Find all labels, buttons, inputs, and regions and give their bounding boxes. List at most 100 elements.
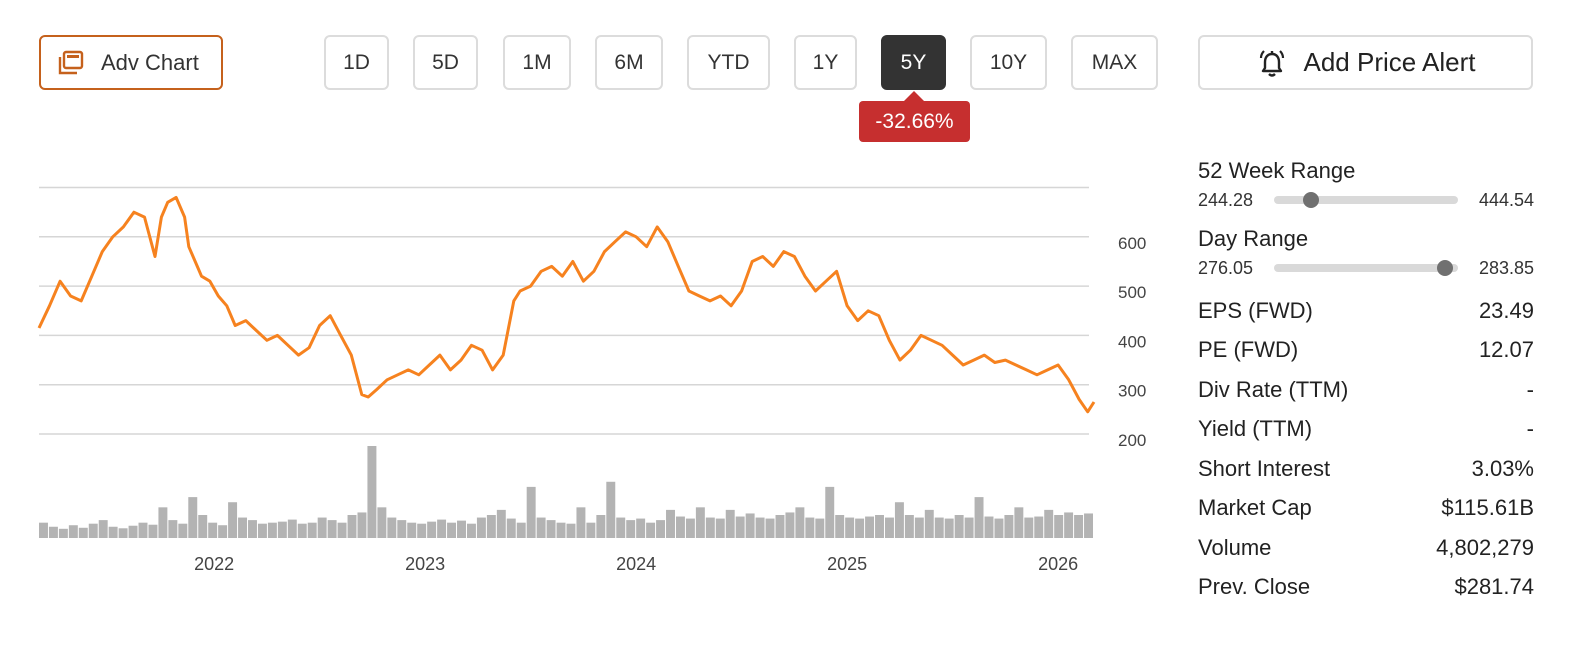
change-badge-pointer [903, 91, 925, 102]
stat-value: 3.03% [1471, 455, 1534, 481]
volume-bar [148, 524, 158, 538]
volume-bar [526, 486, 536, 538]
volume-bar [566, 523, 576, 538]
volume-bar [646, 522, 656, 538]
y-tick-label: 500 [1118, 283, 1146, 302]
volume-bar [904, 515, 914, 538]
range-button-1m[interactable]: 1M [503, 35, 571, 90]
range-button-max[interactable]: MAX [1071, 35, 1158, 90]
adv-chart-label: Adv Chart [101, 49, 199, 75]
volume-bar [437, 519, 447, 538]
volume-bar [407, 522, 417, 538]
chart-grid [39, 186, 1089, 435]
stat-row-yield: Yield (TTM) - [1198, 410, 1534, 450]
y-tick-label: 600 [1118, 234, 1146, 253]
volume-bar [377, 507, 387, 538]
volume-bar [248, 520, 257, 538]
volume-bar [466, 523, 476, 538]
volume-bar [476, 517, 486, 538]
volume-bar [168, 520, 178, 538]
week52-range-marker [1302, 192, 1319, 208]
stat-value: - [1526, 376, 1534, 402]
bell-icon [1259, 49, 1284, 77]
volume-bar [1044, 509, 1054, 538]
volume-bar [815, 518, 825, 538]
stats-panel: 52 Week Range 244.28 444.54 Day Range 27… [1198, 155, 1534, 607]
volume-bar [924, 509, 934, 538]
range-button-1y[interactable]: 1Y [794, 35, 857, 90]
range-button-5d[interactable]: 5D [413, 35, 478, 90]
y-tick-label: 200 [1118, 431, 1146, 450]
range-button-5y[interactable]: 5Y [881, 35, 946, 90]
volume-bar [327, 520, 337, 538]
volume-bar [118, 528, 128, 538]
volume-bar [666, 509, 675, 538]
week52-range-title: 52 Week Range [1198, 158, 1356, 183]
volume-bar [875, 515, 884, 538]
volume-bar [765, 518, 775, 538]
volume-bar [1084, 513, 1093, 538]
volume-bar [805, 517, 815, 538]
volume-bar [745, 513, 755, 538]
day-range: Day Range 276.05 283.85 [1198, 223, 1534, 281]
volume-bar [855, 518, 865, 538]
y-tick-label: 400 [1118, 332, 1146, 351]
volume-bar [257, 523, 267, 538]
volume-bar [48, 526, 58, 538]
price-line [37, 195, 1096, 414]
stat-label: EPS (FWD) [1198, 297, 1313, 323]
stat-value: 23.49 [1478, 297, 1534, 323]
volume-bar [685, 518, 695, 538]
range-button-ytd[interactable]: YTD [687, 35, 770, 90]
range-button-10y[interactable]: 10Y [970, 35, 1047, 90]
stat-label: PE (FWD) [1198, 337, 1299, 363]
volume-bar [715, 518, 725, 538]
volume-bar [586, 522, 596, 538]
day-range-title: Day Range [1198, 226, 1309, 251]
volume-bars [39, 446, 1093, 538]
volume-bar [994, 518, 1004, 538]
volume-bar [397, 520, 407, 538]
x-tick-label: 2022 [194, 554, 234, 574]
volume-bar [1074, 515, 1084, 538]
volume-bar [626, 520, 636, 538]
add-price-alert-button[interactable]: Add Price Alert [1198, 35, 1533, 90]
volume-bar [735, 516, 745, 538]
volume-bar [1054, 515, 1064, 538]
volume-bar [775, 515, 785, 538]
volume-bar [974, 497, 984, 538]
volume-bar [347, 515, 357, 538]
stat-label: Market Cap [1198, 495, 1312, 521]
volume-bar [267, 522, 277, 538]
volume-bar [188, 497, 198, 538]
volume-bar [606, 481, 616, 538]
add-price-alert-label: Add Price Alert [1303, 47, 1476, 77]
x-axis-labels: 2022 2023 2024 2025 2026 [194, 554, 1078, 574]
x-tick-label: 2025 [827, 554, 867, 574]
volume-bar [208, 522, 218, 538]
volume-bar [277, 521, 287, 538]
range-button-6m[interactable]: 6M [595, 35, 663, 90]
adv-chart-button[interactable]: Adv Chart [39, 35, 223, 90]
x-tick-label: 2026 [1038, 554, 1078, 574]
stat-label: Yield (TTM) [1198, 416, 1313, 442]
week52-range: 52 Week Range 244.28 444.54 [1198, 155, 1534, 213]
volume-bar [964, 517, 974, 538]
volume-bar [486, 515, 496, 538]
volume-bar [88, 523, 98, 538]
volume-bar [307, 522, 317, 538]
stat-label: Prev. Close [1198, 574, 1311, 600]
volume-bar [616, 517, 626, 538]
volume-bar [228, 502, 238, 538]
change-percent-badge: -32.66% [859, 101, 970, 142]
volume-bar [944, 518, 954, 538]
range-button-1d[interactable]: 1D [324, 35, 389, 90]
price-chart[interactable]: 200 300 400 500 600 2022 2023 2024 2025 2026 [0, 140, 1160, 590]
volume-bar [546, 520, 556, 538]
adv-chart-icon [58, 50, 84, 74]
volume-bar [457, 520, 466, 538]
volume-bar [795, 507, 805, 538]
week52-low: 244.28 [1198, 189, 1254, 210]
volume-bar [108, 526, 118, 538]
volume-bar [317, 517, 327, 538]
